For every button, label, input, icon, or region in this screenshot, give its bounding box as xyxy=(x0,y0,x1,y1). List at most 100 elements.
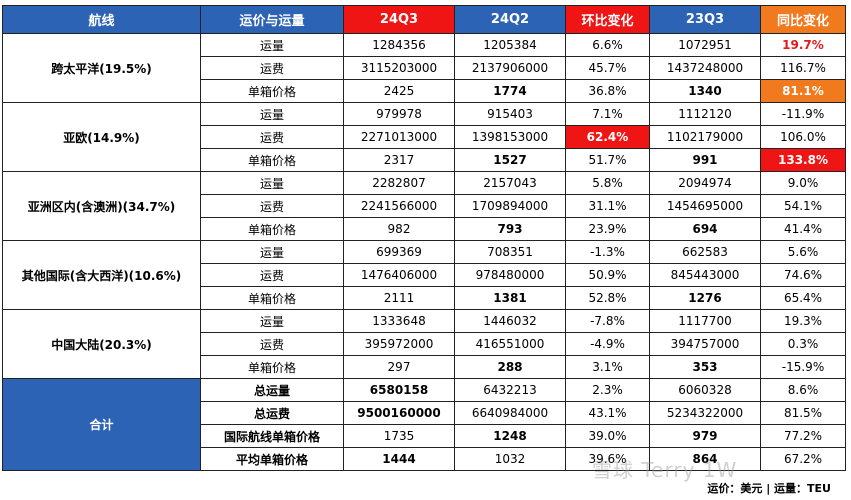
cell-24q3: 1476406000 xyxy=(343,263,455,287)
cell-24q2: 1774 xyxy=(454,79,566,103)
header-row: 航线 运价与运量 24Q3 24Q2 环比变化 23Q3 同比变化 xyxy=(2,5,846,34)
cell-yoy: -11.9% xyxy=(760,102,846,126)
cell-qoq: 2.3% xyxy=(565,378,650,402)
header-route: 航线 xyxy=(2,5,201,34)
header-23q3: 23Q3 xyxy=(649,5,761,34)
cell-24q2: 1381 xyxy=(454,286,566,310)
table-row: 其他国际(含大西洋)(10.6%) 运量 699369 708351 -1.3%… xyxy=(2,240,846,310)
cell-yoy: -15.9% xyxy=(760,355,846,379)
cell-23q3: 1112120 xyxy=(649,102,761,126)
cell-23q3: 662583 xyxy=(649,240,761,264)
metric-label: 运费 xyxy=(200,125,344,149)
cell-23q3: 353 xyxy=(649,355,761,379)
table-row: 单箱价格 2317 1527 51.7% 991 133.8% xyxy=(3,148,846,172)
header-24q3: 24Q3 xyxy=(343,5,455,34)
metric-label: 单箱价格 xyxy=(200,286,344,310)
cell-yoy: 8.6% xyxy=(760,378,846,402)
cell-24q2: 416551000 xyxy=(454,332,566,356)
cell-24q3: 1735 xyxy=(343,424,455,448)
cell-24q3: 2317 xyxy=(343,148,455,172)
shipping-rate-volume-table: 航线 运价与运量 24Q3 24Q2 环比变化 23Q3 同比变化 跨太平洋(1… xyxy=(2,5,846,471)
route-name: 跨太平洋(19.5%) xyxy=(2,33,201,103)
cell-qoq: 23.9% xyxy=(565,217,650,241)
cell-24q2: 978480000 xyxy=(454,263,566,287)
cell-23q3: 1117700 xyxy=(649,309,761,333)
metric-label: 运费 xyxy=(200,332,344,356)
cell-qoq: 31.1% xyxy=(565,194,650,218)
metric-label: 运量 xyxy=(200,102,344,126)
cell-qoq: 36.8% xyxy=(565,79,650,103)
watermark: 雪球 Terry 1W xyxy=(592,458,738,482)
cell-23q3: 2094974 xyxy=(649,171,761,195)
cell-yoy: 116.7% xyxy=(760,56,846,80)
cell-24q2: 915403 xyxy=(454,102,566,126)
cell-24q2: 1527 xyxy=(454,148,566,172)
route-name: 其他国际(含大西洋)(10.6%) xyxy=(2,240,201,310)
metric-label: 运量 xyxy=(200,33,344,57)
cell-24q2: 6432213 xyxy=(454,378,566,402)
cell-qoq: 51.7% xyxy=(565,148,650,172)
metric-label: 运量 xyxy=(200,240,344,264)
cell-yoy: 106.0% xyxy=(760,125,846,149)
table-row: 单箱价格 2425 1774 36.8% 1340 81.1% xyxy=(3,79,846,103)
cell-yoy: 67.2% xyxy=(760,447,846,471)
cell-qoq: 52.8% xyxy=(565,286,650,310)
total-label: 合计 xyxy=(2,378,201,471)
cell-23q3: 1072951 xyxy=(649,33,761,57)
total-metric-label: 总运费 xyxy=(200,401,344,425)
cell-qoq: 50.9% xyxy=(565,263,650,287)
cell-24q2: 1032 xyxy=(454,447,566,471)
cell-24q3: 9500160000 xyxy=(343,401,455,425)
cell-qoq: 6.6% xyxy=(565,33,650,57)
cell-yoy: 19.7% xyxy=(760,33,846,57)
table-row: 单箱价格 2111 1381 52.8% 1276 65.4% xyxy=(3,286,846,310)
header-24q2: 24Q2 xyxy=(454,5,566,34)
metric-label: 单箱价格 xyxy=(200,148,344,172)
cell-24q2: 2157043 xyxy=(454,171,566,195)
cell-24q3: 2111 xyxy=(343,286,455,310)
cell-23q3: 1276 xyxy=(649,286,761,310)
table-row: 亚欧(14.9%) 运量 979978 915403 7.1% 1112120 … xyxy=(2,102,846,172)
cell-yoy: 9.0% xyxy=(760,171,846,195)
cell-23q3: 979 xyxy=(649,424,761,448)
cell-24q2: 1709894000 xyxy=(454,194,566,218)
header-metric: 运价与运量 xyxy=(200,5,344,34)
cell-23q3: 1340 xyxy=(649,79,761,103)
cell-24q3: 6580158 xyxy=(343,378,455,402)
table-row: 运费 395972000 416551000 -4.9% 394757000 0… xyxy=(3,332,846,356)
cell-yoy: 0.3% xyxy=(760,332,846,356)
cell-24q3: 2425 xyxy=(343,79,455,103)
cell-24q3: 2241566000 xyxy=(343,194,455,218)
cell-qoq: 39.6% xyxy=(565,447,650,471)
cell-qoq: 7.1% xyxy=(565,102,650,126)
cell-24q2: 288 xyxy=(454,355,566,379)
cell-24q3: 1444 xyxy=(343,447,455,471)
cell-yoy: 81.1% xyxy=(760,79,846,103)
units-footnote: 运价：美元 | 运量：TEU xyxy=(707,482,831,495)
total-metric-label: 平均单箱价格 xyxy=(200,447,344,471)
cell-23q3: 694 xyxy=(649,217,761,241)
metric-label: 单箱价格 xyxy=(200,79,344,103)
cell-yoy: 81.5% xyxy=(760,401,846,425)
header-qoq: 环比变化 xyxy=(565,5,650,34)
cell-yoy: 5.6% xyxy=(760,240,846,264)
cell-yoy: 77.2% xyxy=(760,424,846,448)
metric-label: 运量 xyxy=(200,309,344,333)
total-row: 平均单箱价格 1444 1032 39.6% 864 67.2% xyxy=(3,447,846,471)
cell-qoq: -4.9% xyxy=(565,332,650,356)
metric-label: 运量 xyxy=(200,171,344,195)
total-row: 总运费 9500160000 6640984000 43.1% 52343220… xyxy=(3,401,846,425)
metric-label: 运费 xyxy=(200,56,344,80)
cell-23q3: 1437248000 xyxy=(649,56,761,80)
cell-24q3: 1333648 xyxy=(343,309,455,333)
cell-23q3: 864 xyxy=(649,447,761,471)
cell-24q3: 395972000 xyxy=(343,332,455,356)
table-row: 运费 3115203000 2137906000 45.7% 143724800… xyxy=(3,56,846,80)
total-metric-label: 总运量 xyxy=(200,378,344,402)
cell-qoq: -1.3% xyxy=(565,240,650,264)
cell-23q3: 5234322000 xyxy=(649,401,761,425)
table-row: 运费 2241566000 1709894000 31.1% 145469500… xyxy=(3,194,846,218)
cell-qoq: -7.8% xyxy=(565,309,650,333)
cell-24q3: 297 xyxy=(343,355,455,379)
cell-yoy: 133.8% xyxy=(760,148,846,172)
